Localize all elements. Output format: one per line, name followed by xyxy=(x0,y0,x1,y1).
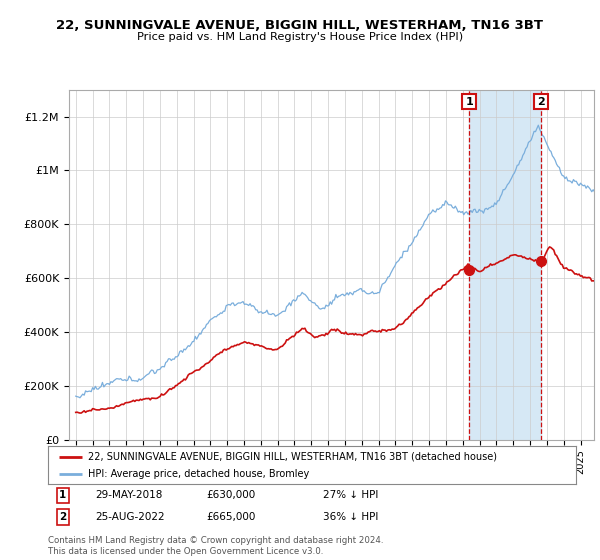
Text: 2: 2 xyxy=(537,97,545,107)
Bar xyxy=(469,90,541,440)
Text: £665,000: £665,000 xyxy=(206,512,256,522)
Text: 22, SUNNINGVALE AVENUE, BIGGIN HILL, WESTERHAM, TN16 3BT: 22, SUNNINGVALE AVENUE, BIGGIN HILL, WES… xyxy=(56,18,544,32)
Text: 1: 1 xyxy=(465,97,473,107)
Text: 29-MAY-2018: 29-MAY-2018 xyxy=(95,490,163,500)
Text: HPI: Average price, detached house, Bromley: HPI: Average price, detached house, Brom… xyxy=(88,469,309,479)
Text: Contains HM Land Registry data © Crown copyright and database right 2024.
This d: Contains HM Land Registry data © Crown c… xyxy=(48,536,383,556)
Text: 36% ↓ HPI: 36% ↓ HPI xyxy=(323,512,378,522)
Text: 25-AUG-2022: 25-AUG-2022 xyxy=(95,512,165,522)
Text: 2: 2 xyxy=(59,512,67,522)
Text: Price paid vs. HM Land Registry's House Price Index (HPI): Price paid vs. HM Land Registry's House … xyxy=(137,32,463,42)
Text: 1: 1 xyxy=(59,490,67,500)
Text: £630,000: £630,000 xyxy=(206,490,256,500)
Text: 22, SUNNINGVALE AVENUE, BIGGIN HILL, WESTERHAM, TN16 3BT (detached house): 22, SUNNINGVALE AVENUE, BIGGIN HILL, WES… xyxy=(88,452,497,462)
Text: 27% ↓ HPI: 27% ↓ HPI xyxy=(323,490,378,500)
